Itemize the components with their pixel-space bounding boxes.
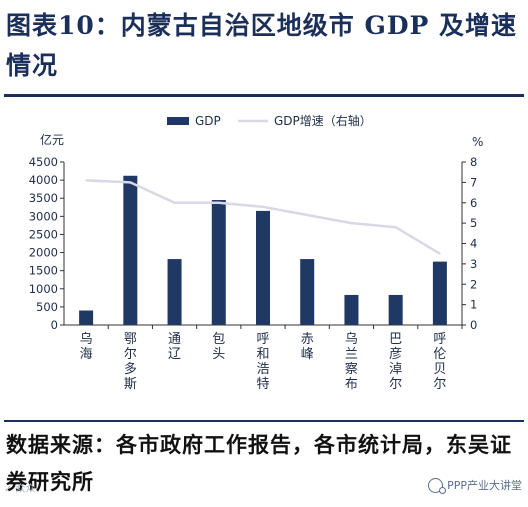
y-tick-label: 2000: [29, 246, 58, 260]
y-tick-label: 4000: [29, 173, 58, 187]
y2-tick-label: 6: [470, 196, 477, 210]
point-gdp-growth-5: [262, 206, 264, 208]
y2-tick-label: 8: [470, 155, 477, 169]
bar-gdp-7: [344, 294, 359, 325]
point-gdp-growth-3: [173, 201, 176, 204]
legend-gdp-swatch: [167, 117, 189, 125]
y2-tick-label: 7: [470, 175, 477, 189]
bar-gdp-6: [300, 259, 315, 325]
x-tick-label: 呼和浩特: [256, 332, 269, 392]
watermark-text: PPP产业大讲堂: [447, 479, 522, 492]
y-tick-label: 500: [36, 300, 58, 314]
point-gdp-growth-9: [439, 252, 441, 255]
bar-gdp-1: [79, 310, 94, 325]
y2-tick-label: 1: [470, 298, 477, 312]
bar-gdp-4: [211, 200, 226, 325]
y2-tick-label: 3: [470, 257, 477, 271]
legend-growth-label: GDP增速（右轴）: [274, 113, 372, 128]
bar-gdp-9: [432, 261, 447, 325]
x-tick-label: 乌兰察布: [345, 331, 358, 392]
y-tick-label: 4500: [29, 155, 58, 169]
gdp-chart: GDP GDP增速（右轴） 亿元 % 0 500 1000 1500 2000 2500 3000 3…: [29, 113, 484, 392]
title-divider: [4, 94, 524, 97]
bar-gdp-2: [123, 175, 138, 325]
point-gdp-growth-7: [350, 222, 353, 224]
point-gdp-growth-6: [306, 214, 309, 216]
x-tick-label: 包头: [212, 332, 225, 362]
watermark-left: ✓ 众众: [4, 484, 36, 495]
wechat-icon: [428, 477, 447, 494]
x-tick-label: 乌海: [80, 331, 93, 362]
legend-gdp-label: GDP: [195, 114, 221, 128]
x-tick-label: 鄂尔多斯: [124, 332, 137, 392]
x-tick-label: 通辽: [168, 332, 181, 362]
point-gdp-growth-8: [394, 226, 397, 228]
y2-tick-label: 5: [470, 216, 477, 230]
point-gdp-growth-1: [85, 179, 87, 182]
y-tick-label: 3000: [29, 209, 58, 223]
x-tick-label: 呼伦贝尔: [433, 332, 446, 392]
bar-gdp-5: [256, 210, 270, 325]
point-gdp-growth-2: [129, 181, 132, 184]
y-tick-label: 1000: [29, 282, 58, 296]
y-tick-label: 1500: [29, 264, 58, 278]
source-divider: [4, 420, 524, 422]
x-tick-label: 巴彦淖尔: [389, 332, 402, 392]
y2-axis-unit: %: [472, 135, 483, 149]
y-tick-label: 0: [51, 318, 58, 332]
y-tick-label: 3500: [29, 191, 58, 205]
watermark: PPP产业大讲堂: [428, 477, 522, 494]
chart-title: 图表10：内蒙古自治区地级市 GDP 及增速情况: [6, 11, 518, 80]
x-tick-label: 赤峰: [301, 332, 314, 362]
data-source-note: 数据来源：各市政府工作报告，各市统计局，东吴证券研究所: [6, 432, 512, 494]
y-tick-label: 2500: [29, 227, 58, 241]
y2-tick-label: 0: [470, 318, 477, 332]
y-axis-unit: 亿元: [40, 132, 64, 147]
bar-gdp-8: [388, 294, 403, 325]
y2-tick-label: 2: [470, 277, 477, 291]
bar-gdp-3: [167, 259, 182, 325]
y2-tick-label: 4: [470, 237, 477, 251]
point-gdp-growth-4: [217, 201, 220, 204]
